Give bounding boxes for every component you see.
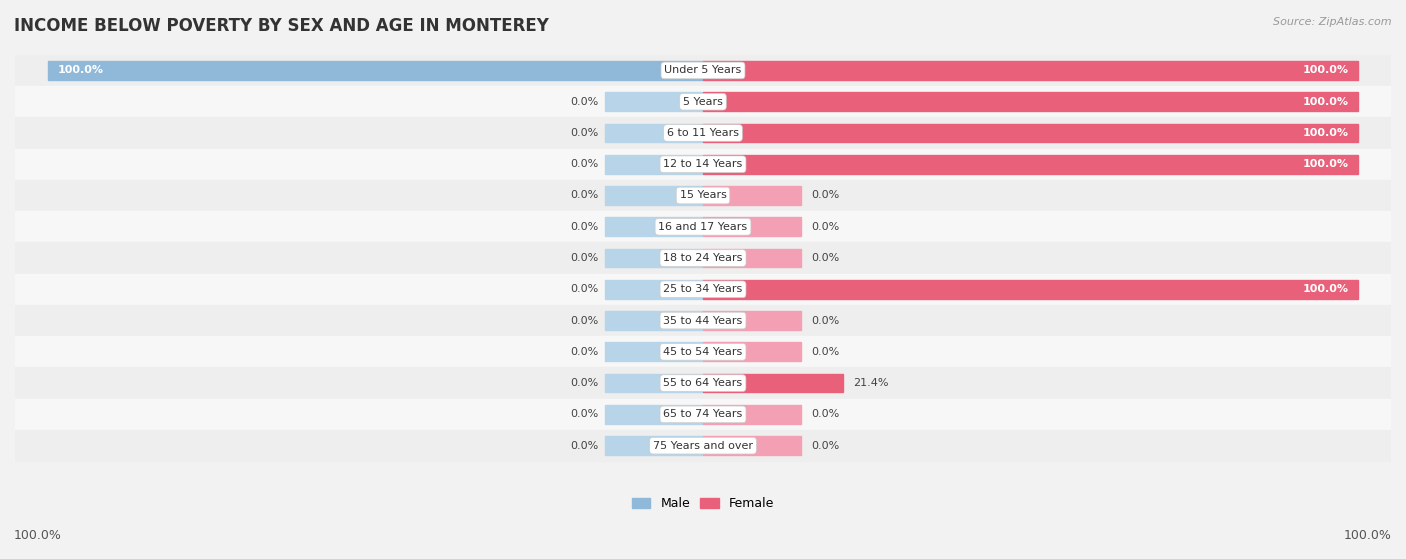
Text: 100.0%: 100.0% [1302,128,1348,138]
Bar [15,55,1391,86]
Text: 45 to 54 Years: 45 to 54 Years [664,347,742,357]
Text: 100.0%: 100.0% [14,529,62,542]
Bar [605,186,703,205]
Text: 6 to 11 Years: 6 to 11 Years [666,128,740,138]
Text: 0.0%: 0.0% [811,222,839,232]
Text: 75 Years and over: 75 Years and over [652,440,754,451]
Bar [15,399,1391,430]
Bar [703,92,1358,111]
Bar [15,274,1391,305]
Text: 0.0%: 0.0% [811,409,839,419]
Text: 0.0%: 0.0% [811,347,839,357]
Text: 0.0%: 0.0% [569,222,598,232]
Text: 100.0%: 100.0% [1302,159,1348,169]
Bar [605,374,703,392]
Bar [605,436,703,455]
Bar [605,311,703,330]
Bar [703,186,801,205]
Bar [605,405,703,424]
Text: 0.0%: 0.0% [811,191,839,201]
Bar [15,430,1391,461]
Text: 0.0%: 0.0% [811,253,839,263]
Text: 100.0%: 100.0% [1302,285,1348,294]
Text: 21.4%: 21.4% [853,378,889,388]
Text: 0.0%: 0.0% [569,378,598,388]
Text: 5 Years: 5 Years [683,97,723,107]
Bar [605,155,703,174]
Bar [703,61,1358,80]
Text: 0.0%: 0.0% [569,191,598,201]
Bar [605,124,703,143]
Text: 16 and 17 Years: 16 and 17 Years [658,222,748,232]
Text: 0.0%: 0.0% [811,316,839,325]
Bar [605,280,703,299]
Bar [703,405,801,424]
Text: 15 Years: 15 Years [679,191,727,201]
Text: INCOME BELOW POVERTY BY SEX AND AGE IN MONTEREY: INCOME BELOW POVERTY BY SEX AND AGE IN M… [14,17,548,35]
Bar [605,343,703,361]
Text: 100.0%: 100.0% [1344,529,1392,542]
Text: 25 to 34 Years: 25 to 34 Years [664,285,742,294]
Bar [15,149,1391,180]
Text: 0.0%: 0.0% [569,128,598,138]
Bar [605,92,703,111]
Text: 0.0%: 0.0% [569,285,598,294]
Text: 100.0%: 100.0% [1302,97,1348,107]
Bar [703,280,1358,299]
Bar [605,249,703,267]
Text: 0.0%: 0.0% [569,253,598,263]
Bar [703,155,1358,174]
Bar [703,374,844,392]
Bar [703,311,801,330]
Text: 0.0%: 0.0% [569,316,598,325]
Text: 0.0%: 0.0% [569,97,598,107]
Bar [703,217,801,236]
Bar [15,305,1391,336]
Text: 0.0%: 0.0% [569,347,598,357]
Bar [15,86,1391,117]
Bar [15,336,1391,367]
Bar [605,217,703,236]
Bar [15,243,1391,274]
Text: 0.0%: 0.0% [569,159,598,169]
Text: Under 5 Years: Under 5 Years [665,65,741,75]
Bar [48,61,703,80]
Text: 55 to 64 Years: 55 to 64 Years [664,378,742,388]
Bar [15,117,1391,149]
Legend: Male, Female: Male, Female [627,492,779,515]
Bar [703,343,801,361]
Bar [703,436,801,455]
Text: 0.0%: 0.0% [811,440,839,451]
Text: 100.0%: 100.0% [58,65,104,75]
Text: 100.0%: 100.0% [1302,65,1348,75]
Text: 35 to 44 Years: 35 to 44 Years [664,316,742,325]
Bar [15,211,1391,243]
Text: 12 to 14 Years: 12 to 14 Years [664,159,742,169]
Bar [703,124,1358,143]
Bar [15,367,1391,399]
Bar [703,249,801,267]
Text: 0.0%: 0.0% [569,440,598,451]
Bar [15,180,1391,211]
Text: 18 to 24 Years: 18 to 24 Years [664,253,742,263]
Text: 0.0%: 0.0% [569,409,598,419]
Text: 65 to 74 Years: 65 to 74 Years [664,409,742,419]
Text: Source: ZipAtlas.com: Source: ZipAtlas.com [1274,17,1392,27]
